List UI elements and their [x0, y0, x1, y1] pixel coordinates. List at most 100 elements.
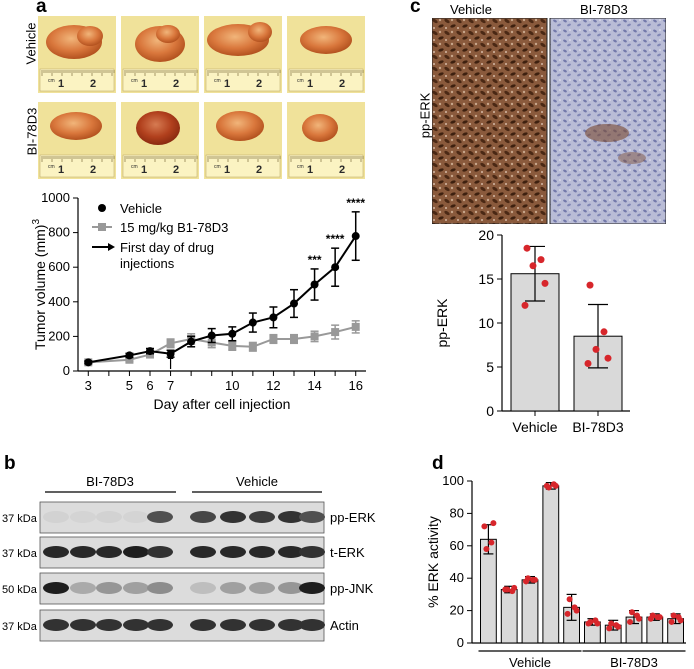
blot-band	[43, 511, 69, 523]
blot-band	[147, 582, 173, 594]
ruler-label-1: 1	[141, 164, 147, 176]
blot-row-label: pp-ERK	[330, 510, 376, 525]
data-point-drug	[248, 342, 257, 351]
x-tick-label: 16	[348, 378, 362, 393]
ruler-label-2: 2	[90, 78, 96, 90]
tumor-photo-vehicle-3	[204, 16, 282, 93]
data-point-vehicle	[84, 358, 93, 367]
panel-letter-c: c	[410, 0, 421, 17]
data-point	[606, 625, 613, 632]
ruler-label-1: 1	[58, 78, 64, 90]
bar	[542, 485, 560, 644]
ruler-label-2: 2	[256, 164, 262, 176]
data-point-drug	[228, 341, 237, 350]
bar	[500, 589, 518, 644]
blot-row-label: Actin	[330, 618, 359, 633]
ruler-cm: cm	[214, 78, 221, 84]
blot-band	[43, 582, 69, 594]
legend-marker-vehicle	[98, 204, 106, 212]
ruler-label-1: 1	[58, 164, 64, 176]
data-point	[552, 482, 559, 489]
tumor-photo-vehicle-4	[287, 16, 365, 93]
pp-erk-bar-chart: 0 5 10 15 20 pp-ERK Vehicle BI-78D3	[434, 227, 630, 435]
x-tick-label: 10	[225, 378, 239, 393]
ruler-label-2: 2	[173, 164, 179, 176]
ihc-images	[432, 18, 666, 224]
blot-band	[278, 582, 304, 594]
x-tick-label: 12	[266, 378, 280, 393]
blot-band	[220, 546, 246, 558]
data-point	[566, 596, 573, 603]
blot-band	[70, 511, 96, 523]
blot-group-label-vehicle: Vehicle	[236, 474, 278, 489]
x-tick-label: 6	[146, 378, 153, 393]
y-axis-label: % ERK activity	[425, 516, 441, 608]
ruler-cm: cm	[214, 164, 221, 170]
data-point	[483, 546, 490, 553]
y-tick-label: 1000	[41, 190, 70, 205]
ihc-row-label: pp-ERK	[417, 92, 433, 139]
data-point	[604, 354, 612, 362]
ruler-label-1: 1	[224, 164, 230, 176]
x-tick-label: 3	[85, 378, 92, 393]
blot-band	[70, 582, 96, 594]
blot-band	[147, 511, 173, 523]
y-tick-label: 0	[457, 635, 464, 650]
data-point	[564, 610, 571, 617]
blot-band	[278, 546, 304, 558]
blot-row-label: t-ERK	[330, 545, 365, 560]
legend-arrow-head	[108, 243, 115, 251]
panel-letter-a: a	[36, 0, 47, 17]
blot-band	[96, 546, 122, 558]
ruler-cm: cm	[48, 164, 55, 170]
ruler-label-2: 2	[90, 164, 96, 176]
blot-band	[123, 619, 149, 631]
first-day-arrow-head	[167, 353, 174, 359]
data-point	[525, 575, 531, 582]
bar	[521, 579, 539, 644]
ruler-label-1: 1	[141, 78, 147, 90]
data-point-vehicle	[228, 329, 237, 338]
data-point	[668, 618, 675, 625]
data-point-vehicle	[310, 280, 319, 289]
data-point	[584, 359, 592, 367]
significance-label: ****	[326, 232, 345, 246]
blot-kda-label: 37 kDa	[2, 548, 38, 560]
data-point	[521, 301, 529, 309]
significance-label: ****	[346, 196, 365, 210]
blot-band	[96, 511, 122, 523]
blot-group-label-bi78d3: BI-78D3	[86, 474, 134, 489]
tumor-photo-bi78d3-1	[38, 102, 116, 179]
y-tick-label: 100	[442, 473, 464, 488]
blot-band	[96, 582, 122, 594]
ihc-label-bi78d3: BI-78D3	[580, 2, 628, 17]
tumor-photo-vehicle-2	[121, 16, 199, 93]
data-point	[481, 523, 488, 530]
significance-label: ***	[308, 253, 322, 267]
legend-label-arrow-2: injections	[120, 256, 175, 271]
blot-band	[249, 619, 275, 631]
blot-band	[220, 511, 246, 523]
data-point-drug	[166, 339, 175, 348]
ruler-label-2: 2	[173, 78, 179, 90]
blot-band	[249, 546, 275, 558]
tumor-photo-bi78d3-4	[287, 102, 365, 179]
blot-band	[43, 546, 69, 558]
data-point-vehicle	[187, 337, 196, 346]
blot-kda-label: 50 kDa	[2, 584, 38, 596]
ruler-cm: cm	[297, 78, 304, 84]
data-point	[656, 614, 663, 621]
data-point	[629, 609, 635, 616]
legend-marker-drug	[98, 223, 106, 231]
data-point	[677, 617, 684, 624]
tumor-photo-bi78d3-3	[204, 102, 282, 179]
data-point	[488, 539, 495, 546]
y-axis-label: Tumor volume (mm)3	[31, 219, 48, 351]
x-tick-label: BI-78D3	[572, 419, 624, 435]
data-point	[541, 279, 549, 287]
x-tick-label: Vehicle	[512, 419, 557, 435]
ihc-image-bi78d3	[549, 18, 666, 224]
data-point	[532, 576, 538, 583]
ihc-image-vehicle	[432, 18, 548, 224]
y-tick-label: 0	[486, 403, 494, 419]
